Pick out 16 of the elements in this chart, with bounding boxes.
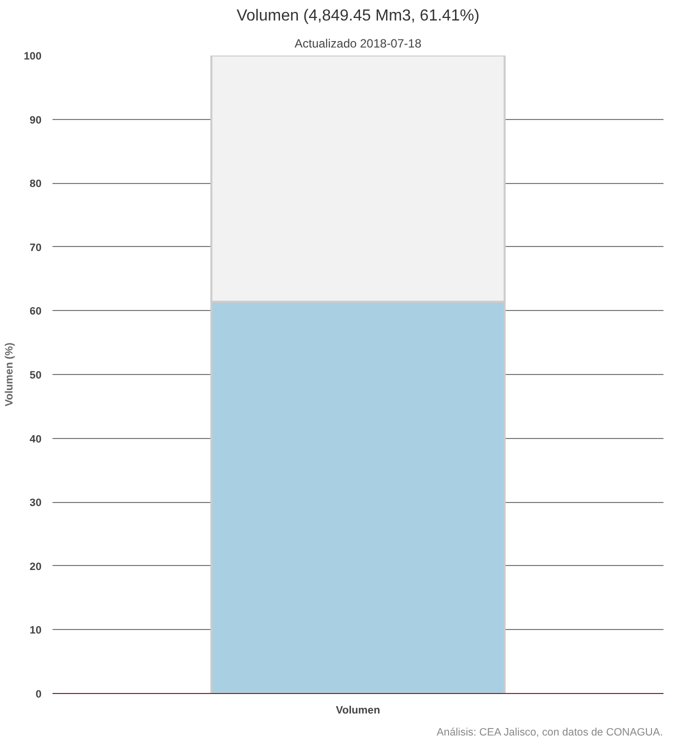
chart-subtitle: Actualizado 2018-07-18 bbox=[294, 36, 422, 50]
y-tick-label: 30 bbox=[30, 497, 42, 510]
y-tick-label: 90 bbox=[30, 114, 42, 126]
y-tick-label: 50 bbox=[30, 370, 42, 382]
y-axis-title: Volumen (%) bbox=[4, 342, 16, 406]
y-tick-label: 20 bbox=[30, 560, 42, 573]
text: Análisis: CEA Jalisco, con datos de CONAGUA. bbox=[436, 726, 663, 738]
y-tick-label: 0 bbox=[36, 688, 42, 700]
chart-title: Volumen (4,849.45 Mm3, 61.41%) bbox=[236, 8, 480, 24]
y-tick-label: 70 bbox=[30, 242, 42, 254]
y-tick-label: 40 bbox=[30, 433, 42, 446]
x-tick-label: Volumen bbox=[336, 704, 380, 716]
y-tick-label: 60 bbox=[30, 306, 42, 318]
y-tick-label: 10 bbox=[30, 624, 42, 637]
y-tick-label: 80 bbox=[30, 178, 42, 190]
y-tick-label: 100 bbox=[24, 50, 42, 62]
